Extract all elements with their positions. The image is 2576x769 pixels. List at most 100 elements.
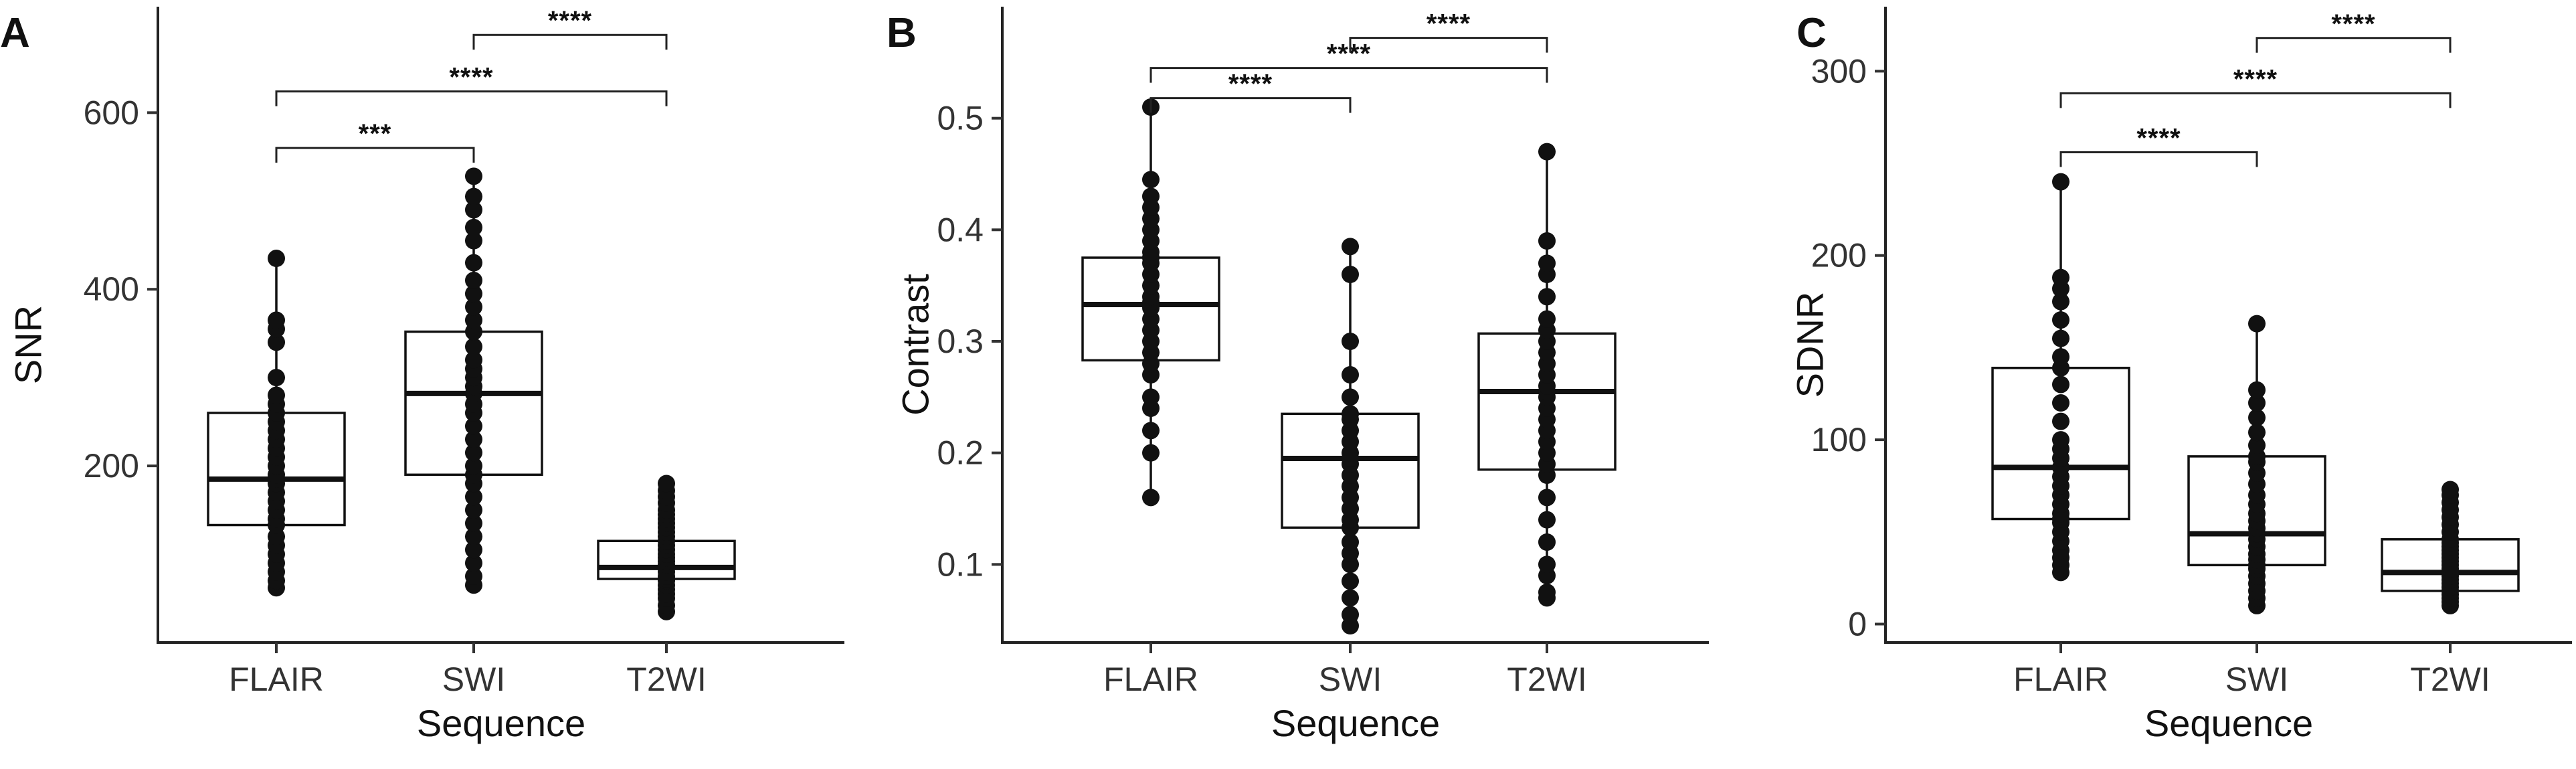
data-point [2248,409,2266,427]
data-point [268,369,285,387]
y-tick-label: 400 [84,270,139,308]
data-point [465,568,482,586]
points-flair [268,250,285,597]
y-tick-label: 0.4 [937,211,984,248]
significance-swi-t2wi: **** [2256,9,2452,53]
significance-swi-t2wi: **** [472,6,668,50]
data-point [2248,381,2266,399]
significance-bracket [2059,92,2452,108]
data-point [2052,311,2069,329]
data-point [1342,266,1359,283]
panel-letter: C [1797,10,1827,56]
data-point [1538,556,1556,574]
data-point [465,457,482,475]
data-point [2052,292,2069,311]
x-tick-label: SWI [1319,661,1382,698]
y-tick-label: 0.3 [937,323,984,360]
y-tick-label: 600 [84,94,139,131]
data-point [465,501,482,519]
data-point [1342,333,1359,350]
data-point [1142,171,1160,189]
data-point [658,475,675,493]
data-point [465,554,482,572]
significance-bracket [2256,37,2452,53]
data-point [268,311,285,329]
x-tick-label: FLAIR [1103,661,1198,698]
x-tick-label: SWI [442,661,505,698]
significance-flair-swi: **** [2059,124,2258,167]
y-axis-title: SDNR [1789,292,1831,398]
data-point [1342,589,1359,607]
y-axis-title: Contrast [895,274,937,416]
points-t2wi [1538,143,1556,607]
data-point [1538,584,1556,601]
data-point [1142,187,1160,205]
data-point [1342,238,1359,256]
data-point [1142,422,1160,440]
data-point [465,417,482,435]
points-flair [1142,98,1160,507]
points-flair [2052,173,2069,582]
significance-flair-swi: **** [1149,70,1352,113]
data-point [1538,143,1556,161]
significance-bracket [1149,67,1548,83]
data-point [1342,533,1359,551]
data-point [268,386,285,404]
data-point [1538,232,1556,250]
significance-bracket [2059,151,2258,167]
x-tick-label: T2WI [626,661,706,698]
significance-label: **** [2331,9,2375,39]
data-point [2052,431,2069,449]
significance-flair-t2wi: **** [2059,64,2452,108]
panel-letter: A [0,10,30,56]
chart-panel-c: C 0 100 200 300 FLAIR SWI T2WI Sequence SDNR **** *… [1789,7,2572,744]
y-tick-label: 100 [1811,421,1867,458]
y-axis-title: SNR [7,305,50,384]
data-point [1342,388,1359,406]
data-point [465,167,482,185]
data-point [1142,489,1160,507]
data-point [465,430,482,448]
data-point [2248,424,2266,442]
x-axis-title: Sequence [1271,702,1440,744]
data-point [2248,315,2266,333]
data-point [465,541,482,559]
data-point [465,488,482,506]
data-point [2052,412,2069,430]
points-swi [465,167,482,594]
data-point [465,201,482,219]
data-point [2052,375,2069,394]
significance-label: **** [2136,124,2181,153]
y-tick-label: 200 [1811,237,1867,274]
significance-label: **** [1327,39,1371,69]
points-swi [1342,238,1359,634]
y-tick-label: 300 [1811,52,1867,90]
data-point [2248,394,2266,412]
x-tick-label: SWI [2225,661,2288,698]
significance-label: **** [2233,64,2278,94]
data-point [2052,173,2069,191]
data-point [268,333,285,351]
data-point [1142,388,1160,406]
y-tick-label: 0.1 [937,545,984,583]
data-point [465,337,482,355]
significance-label: **** [449,63,493,92]
data-point [465,284,482,303]
significance-swi-t2wi: **** [1349,9,1548,53]
data-point [1342,572,1359,590]
data-point [1342,366,1359,383]
data-point [465,514,482,532]
data-point [465,218,482,236]
data-point [2442,481,2459,499]
points-t2wi [658,475,675,620]
significance-label: **** [1427,9,1471,39]
panel-letter: B [887,10,917,56]
data-point [1538,254,1556,272]
x-axis-title: Sequence [2144,702,2313,744]
data-point [465,272,482,290]
y-tick-label: 0 [1848,605,1867,643]
data-point [465,298,482,316]
significance-label: **** [1228,70,1273,99]
y-tick-label: 0.2 [937,434,984,472]
data-point [465,351,482,369]
